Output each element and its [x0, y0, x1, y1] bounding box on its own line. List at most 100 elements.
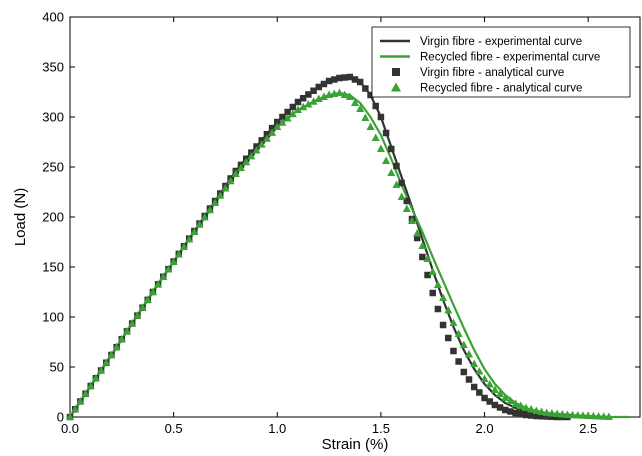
data-point-triangle: [382, 156, 391, 164]
data-point-square: [512, 409, 519, 417]
series-layer: [66, 73, 630, 421]
data-point-triangle: [66, 412, 74, 420]
legend-label: Recycled fibre - analytical curve: [420, 83, 582, 95]
data-point-triangle: [148, 287, 157, 295]
x-tick-label: 0.5: [165, 421, 183, 436]
data-point-triangle: [532, 406, 541, 414]
data-point-square: [522, 411, 530, 419]
data-point-triangle: [356, 104, 365, 112]
data-point-triangle: [159, 272, 168, 280]
data-point-triangle: [71, 404, 80, 413]
data-point-square: [496, 404, 504, 411]
data-point-triangle: [247, 151, 256, 160]
data-point-triangle: [584, 411, 593, 419]
data-point-triangle: [262, 134, 271, 142]
data-point-triangle: [112, 342, 121, 351]
data-point-square: [356, 78, 364, 86]
data-point-triangle: [351, 98, 359, 106]
data-point-square: [331, 76, 338, 83]
y-tick-label: 200: [42, 210, 64, 225]
y-tick-label: 400: [42, 10, 64, 25]
data-point-triangle: [314, 94, 323, 102]
data-point-triangle: [268, 128, 277, 136]
data-point-square: [398, 179, 405, 187]
data-point-triangle: [154, 280, 163, 288]
data-point-triangle: [273, 122, 282, 130]
data-point-square: [434, 305, 442, 313]
data-point-triangle: [485, 380, 494, 388]
data-point-triangle: [527, 405, 536, 413]
x-tick-label: 2.0: [476, 421, 494, 436]
series-line: [69, 91, 630, 419]
data-point-square: [507, 408, 514, 415]
data-point-triangle: [558, 410, 567, 418]
data-point-square: [533, 412, 540, 420]
data-point-triangle: [563, 410, 572, 418]
data-point-triangle: [200, 213, 209, 221]
data-point-triangle: [366, 122, 375, 130]
data-point-square: [351, 76, 359, 83]
data-point-triangle: [470, 359, 479, 367]
data-point-square: [346, 73, 354, 81]
data-point-square: [320, 80, 328, 88]
data-point-triangle: [376, 144, 385, 152]
y-tick-label: 50: [50, 360, 64, 375]
data-point-square: [388, 145, 395, 153]
y-tick-label: 150: [42, 260, 64, 275]
data-point-square: [491, 401, 499, 409]
data-point-triangle: [242, 157, 251, 166]
data-point-triangle: [537, 407, 546, 415]
data-point-square: [548, 413, 556, 420]
axis-ticks: 0.0 0.5 1.0 1.5 2.0 2.5 0 50 100 150 200 250 300 350 4…: [42, 10, 640, 436]
data-point-triangle: [299, 102, 308, 111]
data-point-triangle: [216, 191, 225, 199]
data-point-triangle: [604, 412, 613, 420]
data-point-triangle: [117, 334, 126, 343]
data-point-triangle: [573, 411, 582, 419]
data-point-square: [289, 103, 297, 111]
legend: Virgin fibre - experimental curve Recycle…: [371, 26, 631, 98]
data-point-triangle: [257, 140, 266, 148]
data-point-triangle: [226, 176, 235, 185]
data-point-triangle: [480, 374, 489, 382]
y-tick-label: 350: [42, 60, 64, 75]
data-point-triangle: [475, 367, 484, 375]
data-point-triangle: [402, 204, 411, 212]
legend-box: [371, 26, 631, 98]
data-point-triangle: [180, 242, 188, 250]
data-point-triangle: [501, 393, 510, 401]
data-point-triangle: [579, 411, 587, 419]
legend-swatch-triangle: [391, 82, 401, 92]
data-point-square: [429, 289, 436, 297]
data-point-square: [268, 124, 276, 132]
data-point-square: [481, 394, 488, 402]
data-point-triangle: [397, 192, 406, 200]
data-point-triangle: [428, 267, 437, 275]
data-point-triangle: [589, 411, 598, 420]
data-point-triangle: [190, 227, 199, 235]
data-point-triangle: [542, 408, 551, 416]
data-point-triangle: [221, 184, 230, 192]
data-point-square: [476, 389, 483, 396]
series-2: [66, 73, 571, 421]
data-point-triangle: [444, 306, 453, 314]
data-point-triangle: [371, 133, 380, 141]
data-point-triangle: [516, 401, 525, 409]
series-line: [69, 75, 609, 419]
data-point-triangle: [231, 169, 240, 177]
data-point-triangle: [91, 373, 100, 382]
legend-label: Virgin fibre - experimental curve: [420, 36, 582, 48]
data-point-triangle: [294, 105, 302, 113]
data-point-square: [465, 376, 473, 383]
data-point-triangle: [288, 109, 297, 118]
data-point-triangle: [459, 340, 468, 348]
data-point-square: [382, 129, 390, 137]
data-point-triangle: [465, 350, 473, 358]
data-point-square: [470, 383, 478, 391]
y-tick-label: 250: [42, 160, 64, 175]
data-point-triangle: [283, 114, 292, 122]
data-point-triangle: [553, 409, 562, 417]
data-point-triangle: [361, 113, 370, 121]
data-point-square: [377, 113, 385, 121]
data-point-triangle: [433, 280, 442, 288]
